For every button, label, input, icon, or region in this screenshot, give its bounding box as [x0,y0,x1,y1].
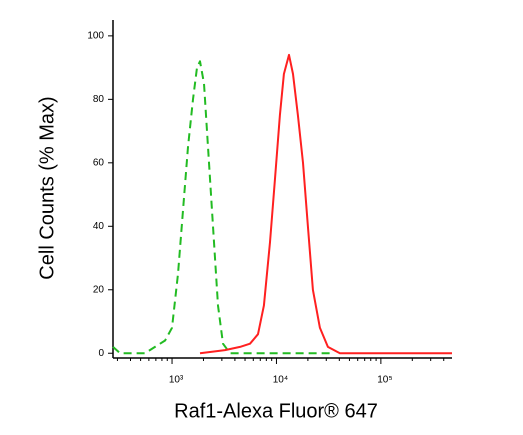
x-axis-label: Raf1-Alexa Fluor® 647 [174,400,378,422]
y-tick-label: 100 [87,31,104,42]
y-tick-label: 80 [93,94,105,105]
x-tick-label: 10⁴ [273,375,288,386]
y-tick-label: 40 [93,221,105,232]
y-tick-label: 20 [93,284,105,295]
series-line [199,53,452,355]
y-axis-label: Cell Counts (% Max) [36,96,58,279]
x-tick-label: 10³ [169,375,184,386]
y-tick-label: 60 [93,157,105,168]
x-tick-label: 10⁵ [377,375,392,386]
y-tick-label: 0 [98,348,104,359]
